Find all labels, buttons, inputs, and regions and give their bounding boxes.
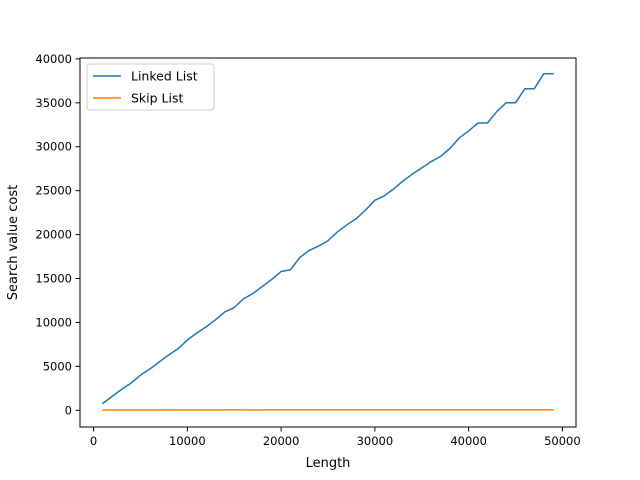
x-tick-label: 20000 <box>263 434 300 448</box>
legend: Linked List Skip List <box>86 63 215 111</box>
y-tick-label: 20000 <box>35 228 72 242</box>
series-layer <box>101 73 554 411</box>
y-tick-label: 30000 <box>35 140 72 154</box>
y-tick-label: 25000 <box>35 184 72 198</box>
x-tick-label: 0 <box>90 434 97 448</box>
x-tick-label: 40000 <box>450 434 487 448</box>
y-tick-label: 40000 <box>35 52 72 66</box>
plot-area-background <box>80 58 576 427</box>
legend-label-linked-list: Linked List <box>131 69 198 84</box>
x-axis-label: Length <box>306 456 351 471</box>
y-tick-label: 10000 <box>35 315 72 329</box>
plot-frame <box>79 57 577 428</box>
legend-label-skip-list: Skip List <box>131 91 184 106</box>
y-tick-label: 5000 <box>43 359 72 373</box>
x-axis-ticks: 0 10000 20000 30000 40000 50000 <box>90 427 581 448</box>
x-tick-label: 30000 <box>357 434 394 448</box>
x-tick-label: 50000 <box>544 434 581 448</box>
y-tick-label: 0 <box>65 403 72 417</box>
y-tick-label: 35000 <box>35 96 72 110</box>
y-tick-label: 15000 <box>35 272 72 286</box>
series-line-linked-list <box>101 73 554 405</box>
y-axis-ticks: 0 5000 10000 15000 20000 25000 30000 35000 40000 <box>35 52 80 417</box>
y-axis-label: Search value cost <box>6 185 21 300</box>
x-tick-label: 10000 <box>169 434 206 448</box>
